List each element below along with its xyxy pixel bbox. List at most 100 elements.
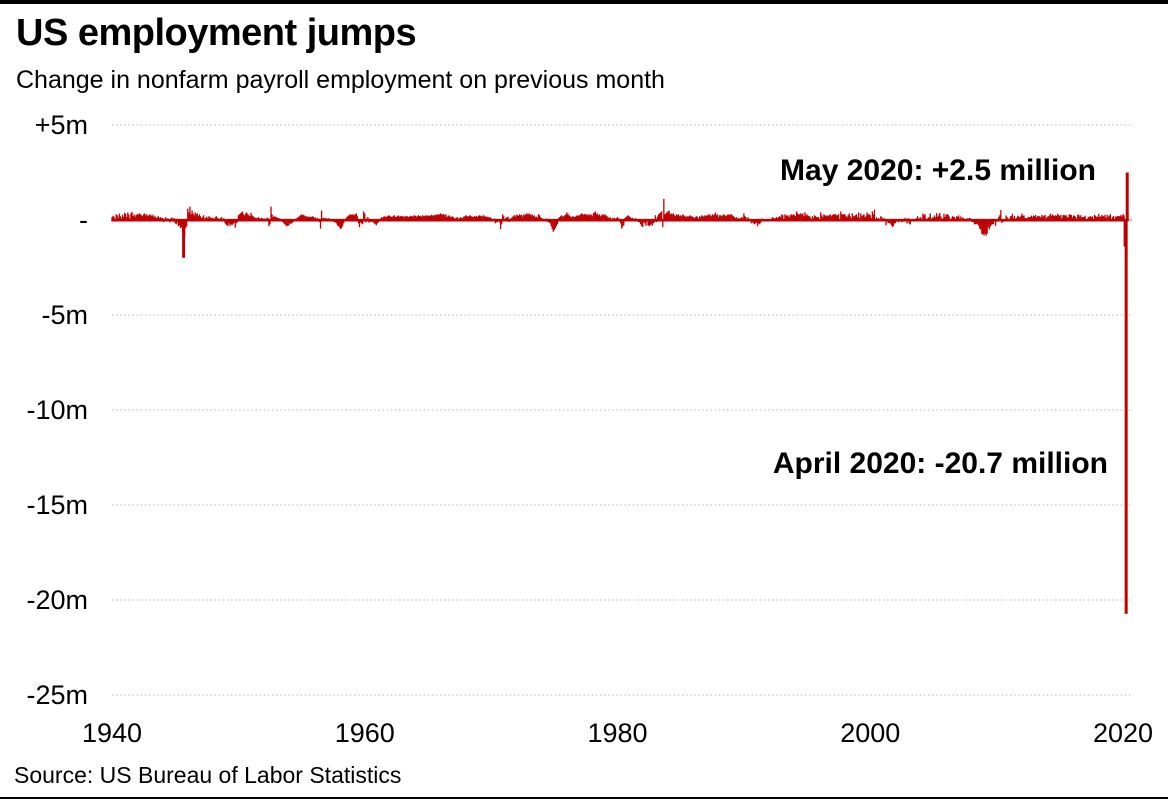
- employment-bar: [939, 212, 941, 222]
- employment-bar: [930, 218, 932, 222]
- employment-bar: [355, 213, 357, 222]
- employment-bar: [606, 216, 608, 222]
- employment-bar: [821, 215, 823, 222]
- employment-bar: [730, 214, 732, 222]
- employment-bar: [786, 216, 788, 222]
- employment-bar: [924, 214, 926, 222]
- employment-bar: [766, 219, 768, 222]
- employment-bar: [261, 218, 264, 222]
- employment-bar: [918, 219, 920, 222]
- employment-bar: [668, 210, 670, 222]
- employment-bar: [942, 218, 944, 222]
- employment-bar: [906, 219, 908, 224]
- x-tick-label: 1940: [82, 718, 142, 748]
- employment-bar: [1024, 218, 1026, 222]
- employment-bar: [510, 218, 512, 222]
- employment-bar: [697, 219, 700, 222]
- employment-bar: [921, 219, 923, 222]
- employment-bar: [1085, 218, 1087, 222]
- employment-bar: [173, 218, 175, 222]
- employment-bar: [436, 214, 439, 222]
- employment-bar: [430, 214, 432, 222]
- employment-bar: [458, 218, 461, 222]
- employment-bar: [574, 216, 577, 222]
- employment-bar: [187, 208, 189, 222]
- y-tick-label: -20m: [26, 585, 88, 615]
- employment-bar: [251, 215, 253, 222]
- employment-bar: [587, 214, 589, 222]
- employment-bar: [338, 219, 341, 228]
- employment-bar: [224, 219, 226, 223]
- employment-bar: [1033, 216, 1036, 222]
- employment-bar: [273, 216, 275, 222]
- employment-bar: [765, 219, 767, 222]
- employment-bar: [248, 215, 250, 222]
- employment-bar: [717, 217, 720, 222]
- employment-bar: [731, 215, 733, 222]
- employment-bar: [745, 217, 747, 222]
- employment-bar: [549, 219, 551, 224]
- employment-bar: [532, 216, 534, 222]
- employment-bar: [169, 219, 171, 223]
- employment-bar: [372, 219, 374, 223]
- employment-bar: [823, 214, 825, 222]
- employment-bar: [189, 206, 191, 222]
- employment-bar: [357, 219, 360, 224]
- employment-bar: [379, 218, 382, 222]
- employment-bar: [584, 213, 586, 222]
- employment-bar: [905, 219, 907, 222]
- employment-bar: [404, 216, 406, 222]
- employment-bar: [307, 217, 309, 222]
- employment-bar: [423, 216, 425, 222]
- employment-bar: [159, 217, 162, 222]
- employment-bar: [234, 219, 236, 228]
- employment-bar: [701, 215, 703, 222]
- employment-bar: [893, 219, 896, 224]
- employment-bar: [740, 218, 742, 222]
- employment-bar: [1121, 216, 1123, 222]
- employment-bar: [1091, 216, 1094, 222]
- employment-bar: [179, 219, 182, 229]
- employment-bar: [789, 215, 791, 222]
- employment-bar: [881, 217, 883, 222]
- employment-bar: [1077, 214, 1079, 222]
- employment-bar: [285, 219, 287, 226]
- employment-bar: [351, 214, 353, 222]
- employment-bar: [1007, 218, 1009, 222]
- employment-bar: [838, 214, 840, 222]
- employment-bar: [188, 212, 190, 222]
- employment-bar: [324, 218, 326, 222]
- employment-bar: [410, 215, 412, 222]
- employment-bar: [719, 215, 721, 222]
- employment-bar: [336, 219, 339, 226]
- employment-bar: [665, 213, 667, 222]
- employment-bar: [844, 214, 846, 222]
- employment-bar: [289, 219, 291, 224]
- employment-bar: [660, 212, 662, 222]
- employment-bar: [780, 217, 782, 222]
- employment-bar: [1021, 213, 1023, 222]
- employment-bar: [155, 218, 157, 222]
- employment-bar: [1056, 215, 1058, 222]
- employment-bar: [561, 215, 563, 222]
- employment-bar: [684, 216, 686, 222]
- employment-bar: [1094, 215, 1097, 222]
- employment-bar: [425, 215, 427, 222]
- employment-bar: [422, 215, 424, 222]
- employment-bar: [966, 218, 968, 222]
- employment-bar: [300, 214, 303, 222]
- employment-bar: [135, 215, 137, 222]
- employment-bar: [575, 215, 578, 222]
- employment-bar: [1064, 215, 1066, 222]
- employment-bar: [828, 215, 830, 222]
- employment-bar: [146, 214, 148, 222]
- employment-bar: [139, 214, 142, 222]
- employment-bar: [1122, 214, 1124, 222]
- employment-bar: [695, 216, 698, 222]
- employment-bar: [274, 216, 276, 222]
- employment-bar: [319, 219, 322, 229]
- employment-bar: [133, 214, 135, 222]
- employment-bar: [898, 219, 900, 223]
- employment-bar: [865, 216, 867, 222]
- employment-bar: [541, 218, 543, 222]
